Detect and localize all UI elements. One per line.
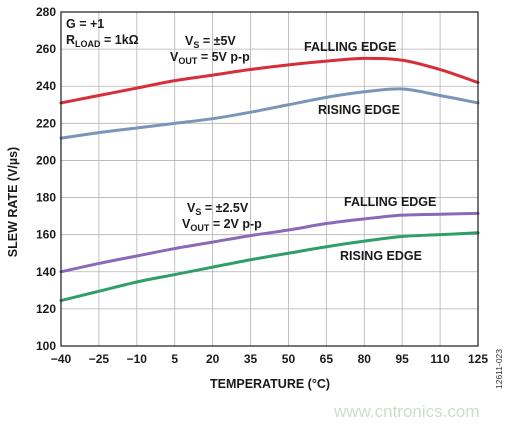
chart-series-layer (59, 56, 480, 303)
x-tick-label: −10 (127, 352, 148, 366)
x-tick-label: 5 (171, 352, 178, 366)
vout-2p5v-annotation: VOUT = 2V p-p (182, 217, 262, 233)
x-tick-label: 80 (358, 352, 372, 366)
vs-2p5v-annotation: VS = ±2.5V (187, 201, 249, 217)
x-tick-label: 50 (282, 352, 296, 366)
y-tick-label: 240 (36, 79, 56, 93)
x-tick-labels: −40 −25 −10 5 20 35 50 65 80 95 110 125 (51, 352, 489, 366)
x-tick-label: −25 (89, 352, 110, 366)
y-tick-label: 260 (36, 42, 56, 56)
x-tick-label: 20 (206, 352, 220, 366)
x-axis-title: TEMPERATURE (°C) (210, 377, 330, 391)
y-tick-label: 200 (36, 153, 56, 167)
y-tick-label: 180 (36, 191, 56, 205)
x-tick-label: 110 (430, 352, 450, 366)
x-tick-label: 35 (244, 352, 258, 366)
falling-edge-2p5v-label: FALLING EDGE (344, 195, 436, 209)
y-tick-label: 280 (36, 5, 56, 19)
gain-annotation: G = +1 (66, 17, 104, 31)
vs-5v-annotation: VS = ±5V (185, 34, 236, 50)
load-annotation: RLOAD = 1kΩ (66, 33, 139, 49)
series-line-falling-5v (59, 56, 480, 105)
series-line-rising-2p5v (59, 231, 480, 303)
y-tick-labels: 100 120 140 160 180 200 220 240 260 280 (36, 5, 56, 353)
y-tick-label: 220 (36, 116, 56, 130)
y-axis-title: SLEW RATE (V/µs) (6, 147, 20, 257)
y-tick-label: 100 (36, 339, 56, 353)
y-tick-label: 120 (36, 302, 56, 316)
plot-frame (60, 11, 479, 347)
rising-edge-2p5v-label: RISING EDGE (340, 249, 422, 263)
x-tick-label: −40 (51, 352, 72, 366)
x-tick-label: 65 (320, 352, 334, 366)
x-tick-label: 125 (468, 352, 488, 366)
y-tick-label: 160 (36, 228, 56, 242)
watermark-text: www.cntronics.com (333, 402, 479, 421)
rising-edge-5v-label: RISING EDGE (318, 103, 400, 117)
series-line-falling-2p5v (59, 211, 480, 274)
series-line-rising-5v (59, 87, 480, 140)
x-tick-label: 95 (396, 352, 410, 366)
vout-5v-annotation: VOUT = 5V p-p (170, 50, 250, 66)
figure-id: 12611-023 (494, 349, 504, 389)
y-tick-label: 140 (36, 265, 56, 279)
falling-edge-5v-label: FALLING EDGE (304, 40, 396, 54)
